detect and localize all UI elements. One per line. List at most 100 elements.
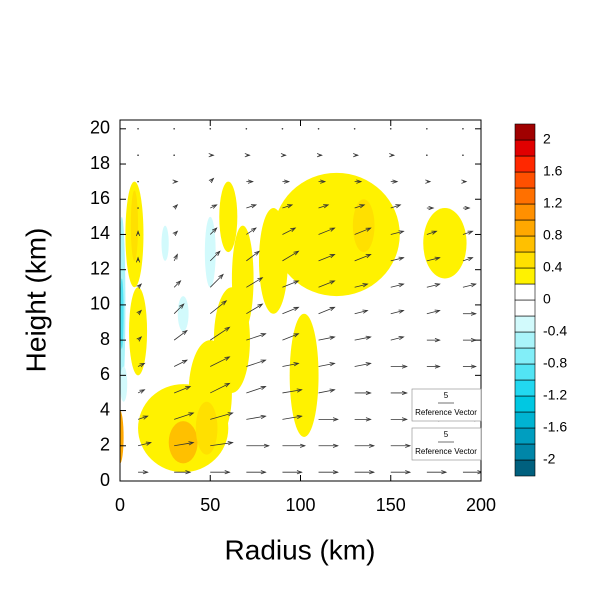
vector-head (467, 230, 474, 235)
wind-vector (210, 470, 231, 475)
vector-shaft (390, 204, 401, 209)
vector-head (179, 303, 185, 309)
vector-head (185, 470, 192, 475)
vector-head (398, 256, 405, 261)
vector-head (172, 204, 179, 210)
reference-magnitude: 5 (444, 430, 449, 439)
vector-shaft (246, 415, 266, 420)
wind-vector (137, 362, 146, 368)
vector-shaft (282, 280, 299, 288)
wind-vector (282, 204, 294, 209)
vector-head (401, 364, 408, 369)
wind-vector (136, 283, 143, 289)
vector-head (434, 309, 441, 314)
wind-vector (354, 309, 369, 315)
colorbar-box (514, 379, 536, 397)
vector-head (365, 227, 372, 232)
vector-shaft (246, 333, 266, 341)
vector-shaft (209, 250, 221, 262)
vector-head (293, 250, 300, 256)
y-tick-label: 4 (100, 399, 110, 419)
vector-head (434, 338, 441, 343)
vector-head (142, 415, 149, 420)
wind-vector (462, 230, 474, 235)
wind-vector (354, 179, 363, 184)
vector-shaft (246, 359, 266, 367)
colorbar-box (514, 267, 536, 285)
wind-vector (426, 128, 428, 130)
vector-head (224, 470, 231, 475)
wind-vector (354, 417, 372, 422)
wind-vector (246, 443, 270, 448)
contour-region (177, 296, 189, 332)
vector-head (257, 277, 264, 282)
vector-shaft (282, 204, 293, 209)
vector-shaft (137, 362, 145, 367)
wind-vector (354, 283, 369, 288)
wind-vector (317, 128, 320, 130)
vector-shaft (426, 310, 440, 315)
colorbar-box (514, 427, 536, 445)
vector-shaft (137, 389, 145, 394)
vector-shaft (210, 356, 230, 367)
wind-vector (210, 441, 234, 447)
vector-head (369, 443, 376, 448)
wind-vector (173, 253, 178, 262)
vector-shaft (282, 362, 299, 367)
wind-vector (246, 359, 267, 367)
colorbar-box (514, 331, 536, 349)
wind-vector (282, 250, 300, 262)
wind-vector (390, 443, 412, 448)
vector-head (389, 153, 396, 158)
vector-shaft (318, 254, 335, 262)
vector-dot (426, 128, 428, 130)
wind-vector (172, 204, 179, 210)
wind-vector (426, 256, 441, 262)
vector-head (359, 204, 366, 209)
wind-vector (318, 388, 336, 394)
wind-vector (172, 230, 179, 236)
y-tick-label: 10 (90, 294, 110, 314)
vector-shaft (173, 280, 181, 288)
wind-vector (354, 362, 372, 367)
vector-head (365, 362, 372, 367)
vector-shaft (174, 386, 191, 394)
wind-vector (462, 364, 477, 369)
wind-vector (390, 204, 402, 209)
vector-head (188, 412, 195, 417)
contour-region (258, 208, 288, 314)
vector-head (263, 443, 270, 448)
vector-head (329, 362, 336, 367)
wind-vector (426, 154, 428, 157)
vector-shaft (282, 306, 299, 315)
wind-vector (426, 205, 435, 211)
vector-shaft (318, 280, 335, 288)
vector-head (188, 441, 195, 446)
wind-vector (282, 414, 303, 420)
vector-dot (462, 154, 464, 157)
contour-region (423, 208, 467, 279)
vector-head (224, 382, 231, 388)
vector-head (329, 306, 336, 311)
wind-vector (354, 390, 372, 396)
contour-region (120, 278, 124, 349)
colorbar-label: -1.6 (543, 419, 567, 435)
vector-head (224, 356, 231, 361)
wind-vector (282, 227, 297, 235)
y-tick-label: 12 (90, 258, 110, 278)
vector-head (329, 280, 336, 285)
wind-vector (390, 283, 405, 288)
wind-vector (354, 335, 372, 341)
vector-head (405, 470, 412, 475)
vector-head (172, 179, 179, 184)
vector-head (224, 326, 231, 332)
wind-vector (173, 359, 188, 367)
vector-head (365, 335, 372, 340)
vector-head (362, 283, 369, 288)
vector-head (329, 335, 336, 340)
vector-shaft (282, 250, 299, 262)
wind-vector (136, 309, 143, 316)
vector-shaft (246, 277, 263, 288)
contour-region (273, 172, 400, 297)
contour-region (195, 401, 218, 455)
